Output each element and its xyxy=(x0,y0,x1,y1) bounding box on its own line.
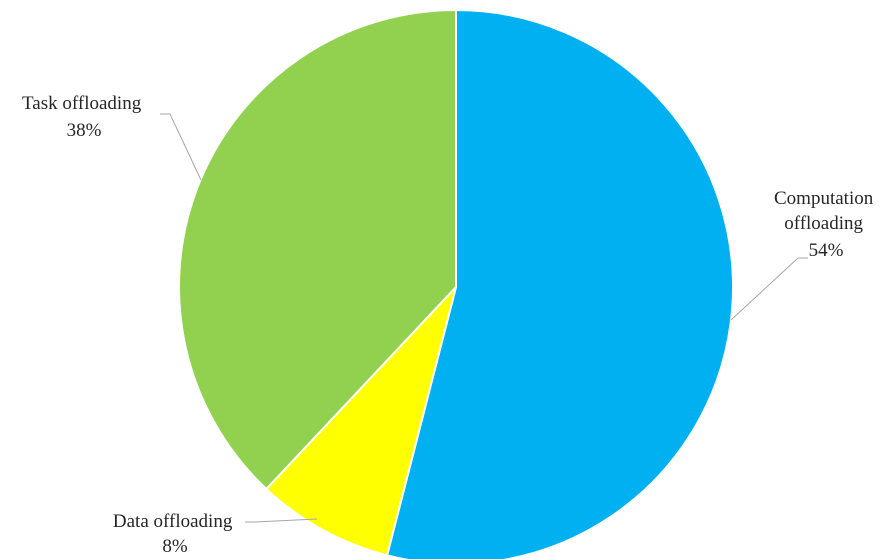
leader-data xyxy=(245,518,318,523)
label-computation: Computation offloading 54% xyxy=(774,188,878,261)
slice-task-offloading xyxy=(178,8,457,491)
label-task-pct: 38% xyxy=(67,120,102,141)
label-task: Task offloading 38% xyxy=(22,93,146,141)
slice-data-offloading xyxy=(264,286,457,557)
slice-computation-offloading xyxy=(385,8,734,559)
leader-lines xyxy=(160,113,808,523)
label-computation-line2: offloading xyxy=(784,213,863,234)
label-task-line1: Task offloading xyxy=(22,93,142,114)
leader-task xyxy=(160,113,202,181)
label-data-line1: Data offloading xyxy=(113,511,233,532)
label-computation-line1: Computation xyxy=(774,188,874,209)
pie-slices xyxy=(178,8,734,559)
leader-computation xyxy=(730,257,808,321)
label-computation-pct: 54% xyxy=(809,240,844,261)
label-data-pct: 8% xyxy=(162,536,188,557)
label-data: Data offloading 8% xyxy=(113,511,237,557)
